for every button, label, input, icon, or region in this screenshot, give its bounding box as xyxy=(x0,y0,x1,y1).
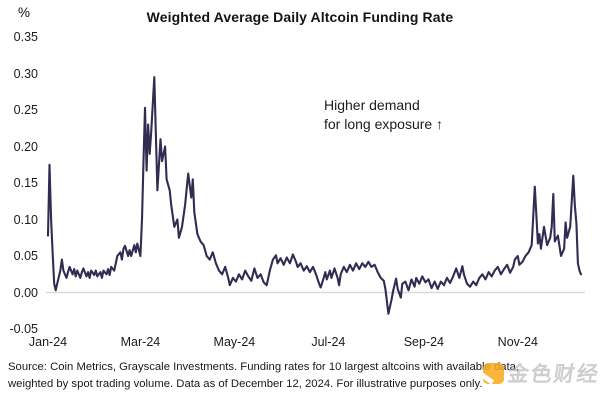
y-tick-label: 0.20 xyxy=(13,139,38,154)
x-tick-label: May-24 xyxy=(213,335,256,349)
y-tick-label: 0.25 xyxy=(13,103,38,117)
y-axis-unit-label: % xyxy=(18,5,31,20)
annotation-line-1: Higher demand xyxy=(324,97,420,113)
funding-rate-line xyxy=(46,76,583,315)
x-tick-label: Nov-24 xyxy=(497,335,538,349)
x-tick-label: Jan-24 xyxy=(28,335,68,349)
chart-annotation: Higher demand for long exposure ↑ xyxy=(324,96,443,134)
y-tick-label: 0.10 xyxy=(13,212,38,227)
x-tick-label: Sep-24 xyxy=(403,335,445,349)
x-tick-label: Mar-24 xyxy=(120,335,161,349)
y-tick-label: 0.00 xyxy=(13,285,38,300)
annotation-line-2: for long exposure ↑ xyxy=(324,116,444,132)
source-note: Source: Coin Metrics, Grayscale Investme… xyxy=(8,359,592,392)
y-tick-label: 0.30 xyxy=(13,66,38,81)
x-tick-label: Jul-24 xyxy=(311,335,346,349)
y-axis: 0.35 0.30 0.25 0.20 0.15 0.10 0.05 0.00 -0.05 xyxy=(0,0,40,400)
y-tick-label: 0.15 xyxy=(13,176,38,190)
y-tick-label: 0.05 xyxy=(13,249,38,263)
y-tick-label: 0.35 xyxy=(13,30,38,44)
source-line-1: Source: Coin Metrics, Grayscale Investme… xyxy=(8,361,520,373)
y-tick-label: -0.05 xyxy=(9,322,39,336)
source-line-2: weighted by spot trading volume. Data as… xyxy=(8,377,483,390)
chart-title: Weighted Average Daily Altcoin Funding R… xyxy=(146,9,454,25)
